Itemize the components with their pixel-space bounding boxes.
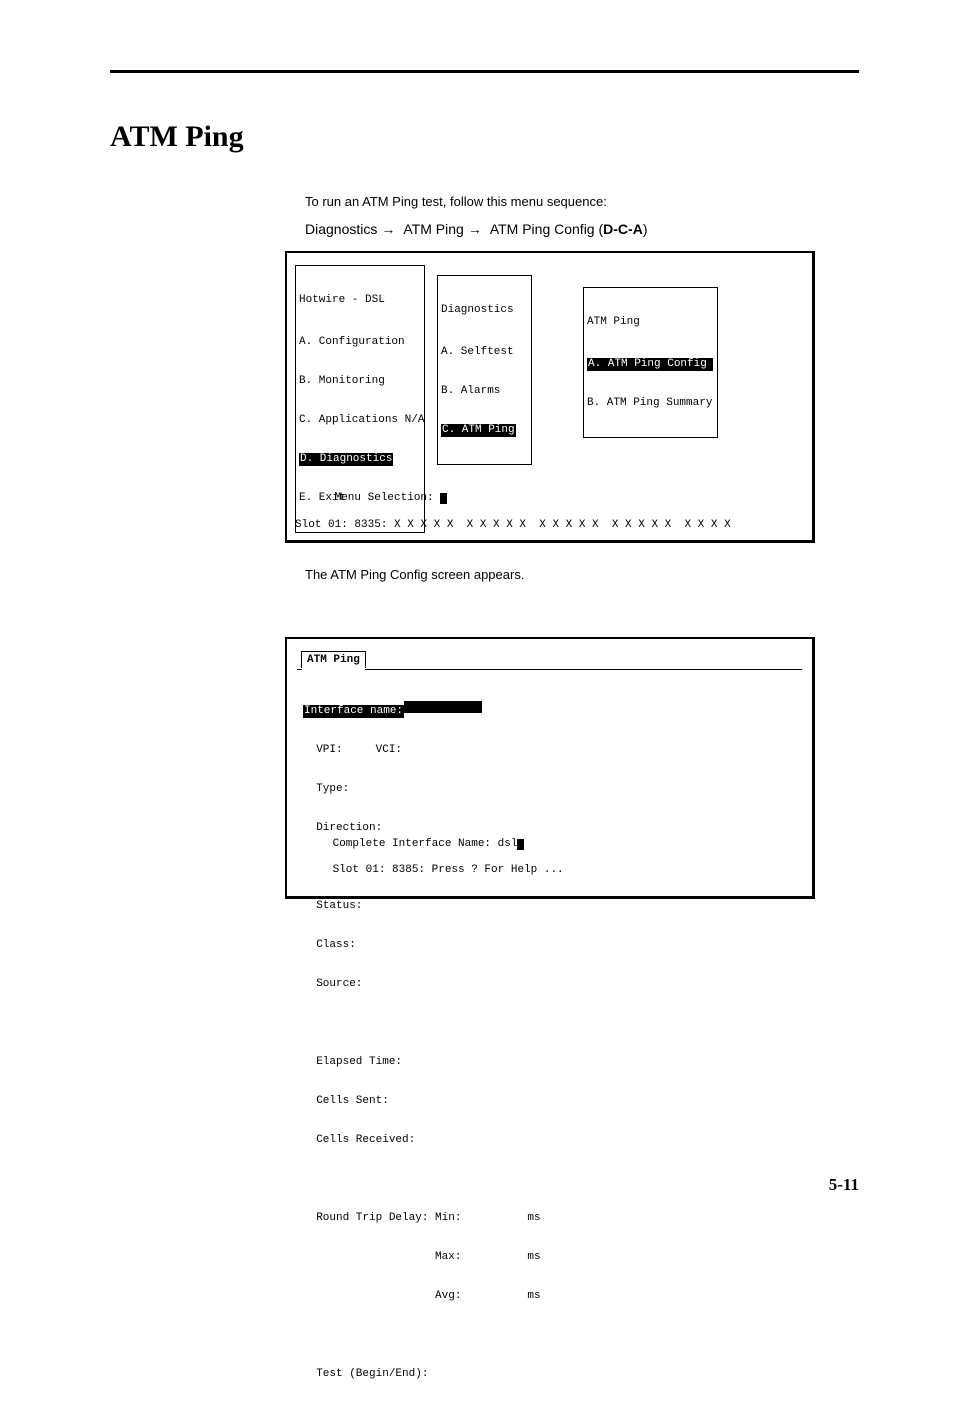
intertext: The ATM Ping Config screen appears. xyxy=(305,567,835,582)
menu1-item-a[interactable]: A. Configuration xyxy=(299,336,421,349)
field-source: Source: xyxy=(303,978,802,991)
menu1-item-b[interactable]: B. Monitoring xyxy=(299,375,421,388)
header-rule xyxy=(110,70,859,73)
menu2-item-a[interactable]: A. Selftest xyxy=(441,346,528,359)
menu2-item-b[interactable]: B. Alarms xyxy=(441,385,528,398)
cursor-icon xyxy=(517,839,524,850)
field-class: Class: xyxy=(303,939,802,952)
nav-code: D-C-A xyxy=(603,221,643,237)
menu-atm-ping: ATM Ping A. ATM Ping Config B. ATM Ping … xyxy=(583,287,718,438)
menu-cascade-screenshot: Hotwire - DSL A. Configuration B. Monito… xyxy=(285,251,815,543)
menu3-item-b[interactable]: B. ATM Ping Summary xyxy=(587,397,714,410)
arrow-icon: → xyxy=(467,221,483,237)
footer-complete-name[interactable]: Complete Interface Name: dsl xyxy=(333,838,525,850)
field-vpi-vci[interactable]: VPI: VCI: xyxy=(303,744,802,757)
nav-seg3: ATM Ping Config ( xyxy=(490,221,603,237)
field-rtd-avg: Avg: ms xyxy=(303,1290,802,1303)
field-test-begin-end[interactable]: Test (Begin/End): xyxy=(303,1368,802,1381)
nav-prefix: To run an ATM Ping test, follow this men… xyxy=(305,194,835,209)
nav-seg2: ATM Ping xyxy=(403,221,463,237)
page-number: 5-11 xyxy=(829,1175,859,1195)
field-rtd-min: Round Trip Delay: Min: ms xyxy=(303,1212,802,1225)
menu3-item-a[interactable]: A. ATM Ping Config xyxy=(587,358,714,371)
atm-ping-form-screenshot: ATM Ping Interface name: VPI: VCI: Type:… xyxy=(285,637,815,899)
field-status: Status: xyxy=(303,900,802,913)
tab-underline xyxy=(297,669,802,670)
tab-gap xyxy=(302,669,365,670)
field-rtd-max: Max: ms xyxy=(303,1251,802,1264)
page-title: ATM Ping xyxy=(110,120,869,154)
breadcrumb: Diagnostics → ATM Ping → ATM Ping Config… xyxy=(305,221,869,237)
menu3-title: ATM Ping xyxy=(587,315,714,332)
menu1-item-c[interactable]: C. Applications N/A xyxy=(299,414,421,427)
nav-seg3-end: ) xyxy=(643,221,648,237)
field-cells-received: Cells Received: xyxy=(303,1134,802,1147)
form-footer: Complete Interface Name: dsl Slot 01: 83… xyxy=(293,825,564,890)
menu1-title: Hotwire - DSL xyxy=(299,293,421,310)
field-elapsed-time: Elapsed Time: xyxy=(303,1056,802,1069)
arrow-icon: → xyxy=(380,221,396,237)
form-area: Interface name: VPI: VCI: Type: Directio… xyxy=(303,675,802,1407)
field-type[interactable]: Type: xyxy=(303,783,802,796)
menu-diagnostics: Diagnostics A. Selftest B. Alarms C. ATM… xyxy=(437,275,532,465)
nav-seg1: Diagnostics xyxy=(305,221,377,237)
cursor-icon xyxy=(440,493,447,504)
menu2-item-c[interactable]: C. ATM Ping xyxy=(441,424,528,437)
field-cells-sent: Cells Sent: xyxy=(303,1095,802,1108)
tab-atm-ping[interactable]: ATM Ping xyxy=(301,651,366,668)
menu2-title: Diagnostics xyxy=(441,303,528,320)
field-interface-name[interactable]: Interface name: xyxy=(303,701,802,718)
footer-help-line: Slot 01: 8385: Press ? For Help ... xyxy=(333,864,564,876)
slot-status-line: Slot 01: 8335: X X X X X X X X X X X X X… xyxy=(295,519,731,532)
menu-selection-prompt[interactable]: Menu Selection: xyxy=(295,479,447,518)
menu1-item-d[interactable]: D. Diagnostics xyxy=(299,453,421,466)
